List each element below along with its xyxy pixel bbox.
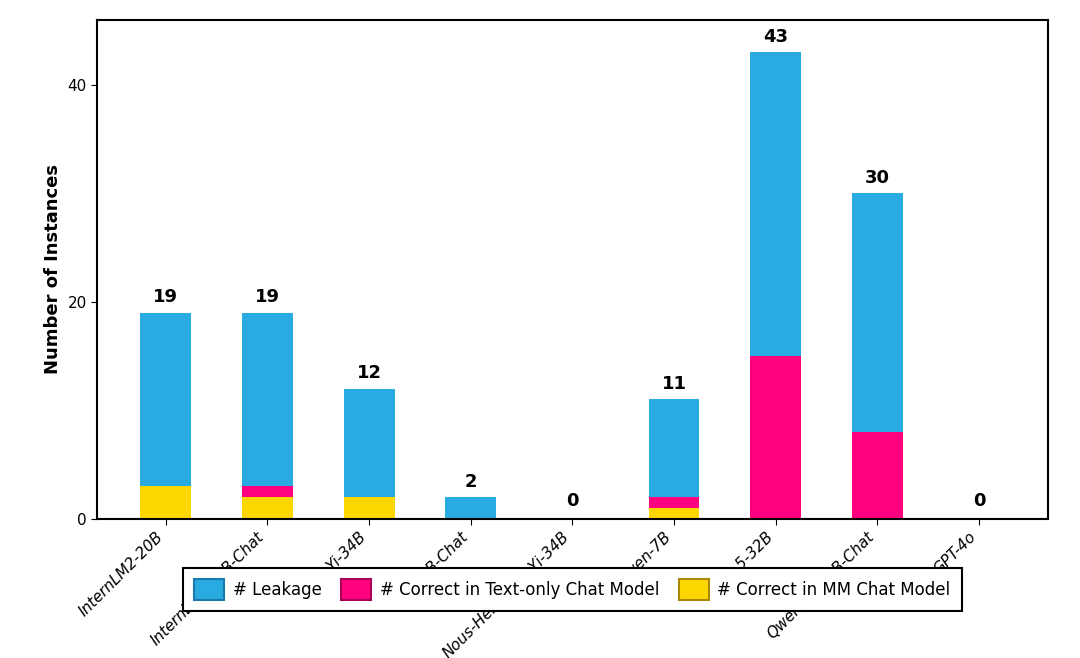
Bar [343,497,394,519]
Text: 2: 2 [464,472,477,490]
Text: 12: 12 [356,364,381,382]
Bar [751,356,801,519]
Bar [852,193,903,432]
Bar [852,432,903,519]
Y-axis label: Number of Instances: Number of Instances [44,164,62,374]
Text: 43: 43 [764,28,788,46]
Text: 11: 11 [662,375,687,393]
Bar [242,313,293,486]
Bar [140,313,191,486]
Bar [649,399,700,497]
Text: 0: 0 [566,492,579,510]
Bar [649,497,700,508]
Legend: # Leakage, # Correct in Text-only Chat Model, # Correct in MM Chat Model: # Leakage, # Correct in Text-only Chat M… [183,568,962,611]
Bar [751,52,801,356]
Bar [242,497,293,519]
Text: 19: 19 [153,288,178,306]
Text: 0: 0 [973,492,985,510]
Bar [445,497,496,519]
Bar [343,388,394,497]
Bar [649,508,700,519]
Text: 19: 19 [255,288,280,306]
Bar [140,486,191,519]
Bar [242,486,293,497]
Text: 30: 30 [865,169,890,187]
